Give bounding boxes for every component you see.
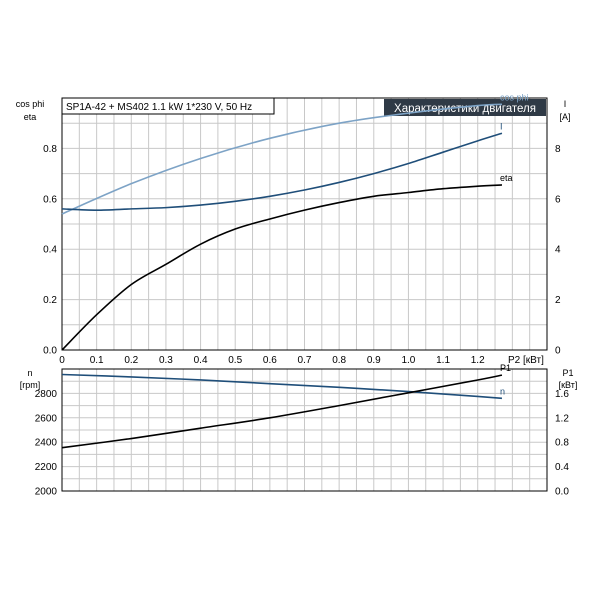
subtitle-box (61, 97, 275, 115)
x-tick-label: 0.2 (124, 355, 138, 366)
y-right-tick-label: 6 (555, 194, 561, 205)
y-right-tick-label: 0.0 (555, 487, 569, 498)
y-right-tick-label: 4 (555, 245, 561, 256)
series-label-eta: eta (500, 173, 513, 183)
series-label-p1: P1 (500, 363, 511, 373)
upper-ticks: 0.0 0.2 0.4 0.6 0.8 0 2 4 6 8 0 0.1 0.2 0.3 0.4 0.5 0.6 0… (43, 144, 561, 366)
lower-right-axis-label-2: [кВт] (559, 380, 578, 390)
series-label-n: n (500, 386, 505, 396)
chart-title: Характеристики двигателя (394, 103, 536, 115)
x-tick-label: 0.5 (228, 355, 242, 366)
x-tick-label: 0.9 (367, 355, 381, 366)
upper-grid (62, 98, 547, 350)
lower-plot-frame (61, 368, 548, 492)
y-left-tick-label: 0.2 (43, 295, 57, 306)
lower-series: n P1 (61, 363, 511, 449)
lower-chart: n [rpm] P1 [кВт] 2000 2200 2400 2600 2800 0.0… (20, 363, 578, 497)
series-label-i: I (500, 121, 503, 131)
lower-grid (62, 369, 547, 491)
y-left-tick-label: 2800 (35, 389, 58, 400)
upper-right-axis-label-2: [A] (559, 112, 570, 122)
series-line-cos-phi (61, 103, 503, 215)
series-line-i (61, 132, 503, 211)
x-tick-label: 1.2 (471, 355, 485, 366)
y-left-tick-label: 0.0 (43, 346, 57, 357)
y-right-tick-label: 8 (555, 144, 561, 155)
x-tick-label: 0.3 (159, 355, 173, 366)
y-right-tick-label: 0 (555, 346, 561, 357)
upper-chart: SP1A-42 + MS402 1.1 kW 1*230 V, 50 Hz Ха… (16, 92, 571, 366)
y-right-tick-label: 0.8 (555, 438, 569, 449)
x-tick-label: 0.7 (298, 355, 312, 366)
y-left-tick-label: 0.4 (43, 245, 57, 256)
lower-ticks: 2000 2200 2400 2600 2800 0.0 0.4 0.8 1.2 1.6 (35, 389, 570, 498)
y-right-tick-label: 1.2 (555, 413, 569, 424)
lower-left-axis-label-1: n (27, 368, 32, 378)
y-right-tick-label: 2 (555, 295, 561, 306)
x-tick-label: 0.6 (263, 355, 277, 366)
upper-left-axis-label-1: cos phi (16, 99, 45, 109)
x-tick-label: 0.8 (332, 355, 346, 366)
chart-subtitle: SP1A-42 + MS402 1.1 kW 1*230 V, 50 Hz (66, 102, 252, 113)
y-left-tick-label: 0.6 (43, 194, 57, 205)
x-tick-label: 0.1 (90, 355, 104, 366)
y-left-tick-label: 0.8 (43, 144, 57, 155)
y-right-tick-label: 1.6 (555, 389, 569, 400)
y-left-tick-label: 2600 (35, 413, 58, 424)
series-line-p1 (61, 374, 503, 449)
y-right-tick-label: 0.4 (555, 462, 569, 473)
upper-left-axis-label-2: eta (24, 112, 37, 122)
series-line-n (61, 373, 503, 400)
y-left-tick-label: 2200 (35, 462, 58, 473)
x-tick-label: 0.4 (194, 355, 208, 366)
y-left-tick-label: 2000 (35, 487, 58, 498)
x-tick-label: 1.1 (436, 355, 450, 366)
x-axis-label: P2 [кВт] (508, 355, 544, 366)
upper-right-axis-label-1: I (564, 99, 567, 109)
lower-right-axis-label-1: P1 (562, 368, 573, 378)
lower-left-axis-label-2: [rpm] (20, 380, 41, 390)
series-label-cos-phi: cos phi (500, 92, 529, 102)
upper-plot-frame (61, 97, 548, 351)
y-left-tick-label: 2400 (35, 438, 58, 449)
series-line-eta (61, 184, 503, 351)
x-tick-label: 1.0 (401, 355, 415, 366)
x-tick-label: 0 (59, 355, 65, 366)
